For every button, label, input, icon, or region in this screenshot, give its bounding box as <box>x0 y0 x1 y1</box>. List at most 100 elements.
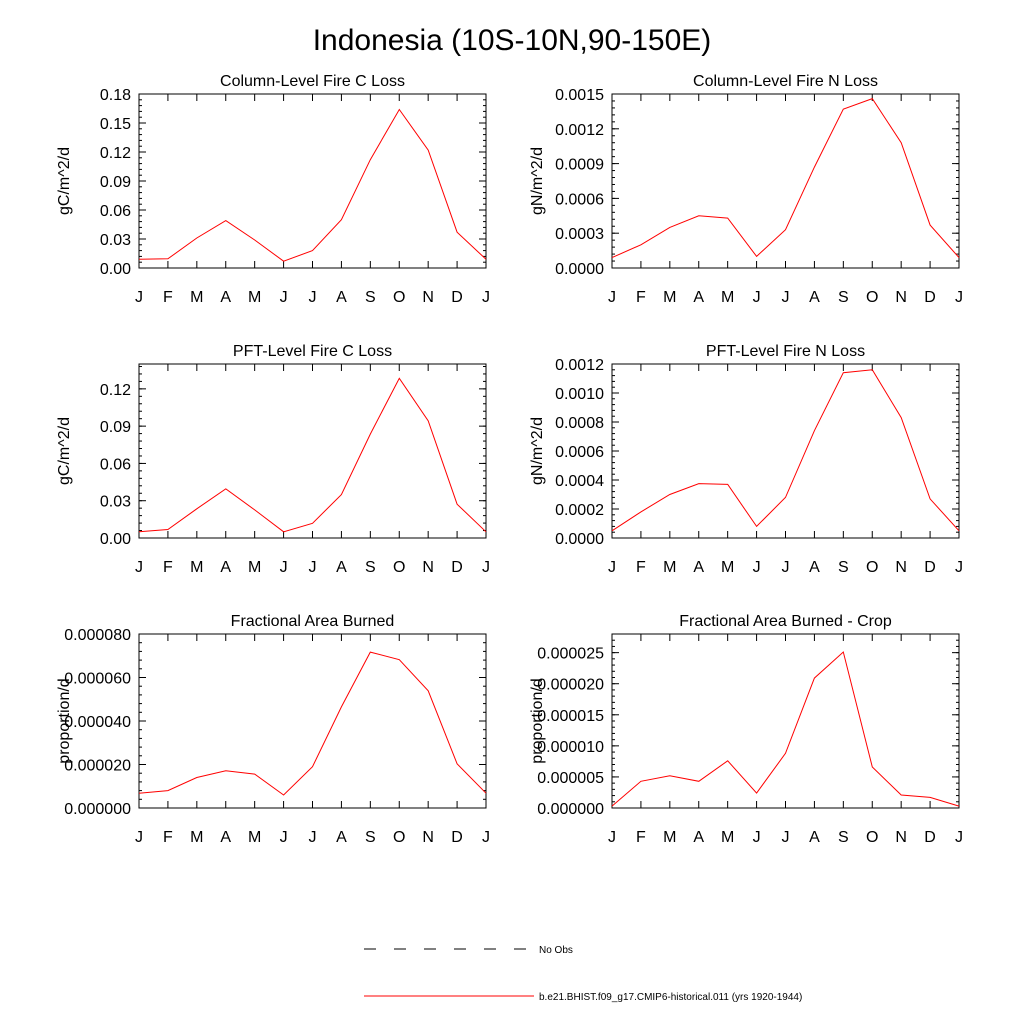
y-tick-label: 0.000010 <box>537 739 604 756</box>
panels: Column-Level Fire C Loss gC/m^2/d 0.00 0.03… <box>56 73 963 846</box>
x-tick-label: S <box>365 289 376 306</box>
x-tick-label: D <box>451 289 463 306</box>
legend: No Obs b.e21.BHIST.f09_g17.CMIP6-histori… <box>364 945 802 1003</box>
y-tick-label: 0.000040 <box>64 714 131 731</box>
series-line <box>611 369 960 532</box>
x-tick-label: M <box>721 289 734 306</box>
y-tick-label: 0.0012 <box>555 357 604 374</box>
plot-frame <box>138 633 487 809</box>
figure-title: Indonesia (10S-10N,90-150E) <box>313 24 712 57</box>
y-tick-label: 0.06 <box>100 456 131 473</box>
x-tick-label: J <box>482 289 490 306</box>
panel-title: Column-Level Fire N Loss <box>693 73 878 90</box>
y-tick-label: 0.09 <box>100 174 131 191</box>
x-tick-label: M <box>190 559 203 576</box>
y-tick-label: 0.0006 <box>555 191 604 208</box>
x-tick-label: F <box>163 289 173 306</box>
x-tick-label: S <box>365 829 376 846</box>
x-tick-label: A <box>809 289 820 306</box>
x-tick-label: J <box>782 829 790 846</box>
legend-obs-label: No Obs <box>539 945 573 956</box>
y-tick-label: 0.12 <box>100 145 131 162</box>
series-line <box>611 97 960 259</box>
panel-5: Fractional Area Burnedproportion/d0.0000… <box>56 613 490 846</box>
y-axis-label: gC/m^2/d <box>56 417 73 485</box>
y-tick-label: 0.0000 <box>555 261 604 278</box>
x-tick-label: J <box>309 559 317 576</box>
x-tick-label: N <box>422 289 434 306</box>
x-tick-label: J <box>782 289 790 306</box>
series-line <box>138 377 487 533</box>
plot-frame <box>611 93 960 269</box>
x-tick-label: A <box>693 289 704 306</box>
y-axis-label: gC/m^2/d <box>56 147 73 215</box>
x-tick-label: D <box>451 829 463 846</box>
x-tick-label: N <box>422 559 434 576</box>
x-tick-label: J <box>309 289 317 306</box>
x-tick-label: M <box>248 559 261 576</box>
x-tick-label: A <box>336 829 347 846</box>
y-tick-label: 0.00 <box>100 261 131 278</box>
x-tick-label: M <box>248 289 261 306</box>
x-tick-label: N <box>895 289 907 306</box>
y-tick-label: 0.06 <box>100 203 131 220</box>
x-tick-label: F <box>636 829 646 846</box>
x-tick-label: A <box>693 829 704 846</box>
x-tick-label: J <box>135 559 143 576</box>
x-tick-label: F <box>163 559 173 576</box>
panel-6: Fractional Area Burned - Crop proportion/… <box>529 613 963 846</box>
x-tick-label: A <box>336 289 347 306</box>
panel-title: Fractional Area Burned - Crop <box>679 613 892 630</box>
x-tick-label: A <box>220 559 231 576</box>
x-tick-label: J <box>482 559 490 576</box>
panel-title: PFT-Level Fire N Loss <box>706 343 865 360</box>
y-tick-label: 0.000060 <box>64 671 131 688</box>
y-tick-label: 0.18 <box>100 87 131 104</box>
x-tick-label: N <box>895 559 907 576</box>
y-tick-label: 0.00 <box>100 531 131 548</box>
x-tick-label: D <box>924 829 936 846</box>
x-tick-label: A <box>809 559 820 576</box>
series-line <box>138 108 487 262</box>
x-tick-label: A <box>336 559 347 576</box>
y-tick-label: 0.09 <box>100 419 131 436</box>
series-line <box>138 651 487 796</box>
x-tick-label: J <box>135 829 143 846</box>
x-tick-label: A <box>220 829 231 846</box>
y-tick-label: 0.03 <box>100 494 131 511</box>
plot-frame <box>611 363 960 539</box>
y-axis-label: proportion/d <box>529 678 546 763</box>
panel-4: PFT-Level Fire N Loss gN/m^2/d 0.0000 0.000… <box>529 343 963 576</box>
x-tick-label: O <box>393 289 405 306</box>
y-tick-label: 0.12 <box>100 382 131 399</box>
y-tick-label: 0.000025 <box>537 646 604 663</box>
x-tick-label: J <box>753 829 761 846</box>
x-tick-label: J <box>753 559 761 576</box>
y-tick-label: 0.0002 <box>555 502 604 519</box>
x-tick-label: S <box>838 559 849 576</box>
x-tick-label: M <box>663 559 676 576</box>
x-tick-label: N <box>422 829 434 846</box>
x-tick-label: M <box>190 829 203 846</box>
x-tick-label: J <box>753 289 761 306</box>
x-tick-label: J <box>309 829 317 846</box>
x-tick-label: M <box>721 829 734 846</box>
x-tick-label: M <box>663 829 676 846</box>
y-tick-label: 0.15 <box>100 116 131 133</box>
y-axis-label: gN/m^2/d <box>529 147 546 215</box>
y-tick-label: 0.000005 <box>537 770 604 787</box>
series-line <box>611 651 960 807</box>
y-tick-label: 0.000080 <box>64 627 131 644</box>
panel-3: PFT-Level Fire C Loss gC/m^2/d 0.00 0.03 0.0… <box>56 343 490 576</box>
x-tick-label: F <box>636 289 646 306</box>
y-axis-label: proportion/d <box>56 678 73 763</box>
x-tick-label: O <box>393 559 405 576</box>
y-tick-label: 0.0000 <box>555 531 604 548</box>
x-tick-label: M <box>663 289 676 306</box>
x-tick-label: D <box>924 559 936 576</box>
x-tick-label: A <box>693 559 704 576</box>
x-tick-label: M <box>721 559 734 576</box>
x-tick-label: J <box>608 559 616 576</box>
y-tick-label: 0.0003 <box>555 226 604 243</box>
